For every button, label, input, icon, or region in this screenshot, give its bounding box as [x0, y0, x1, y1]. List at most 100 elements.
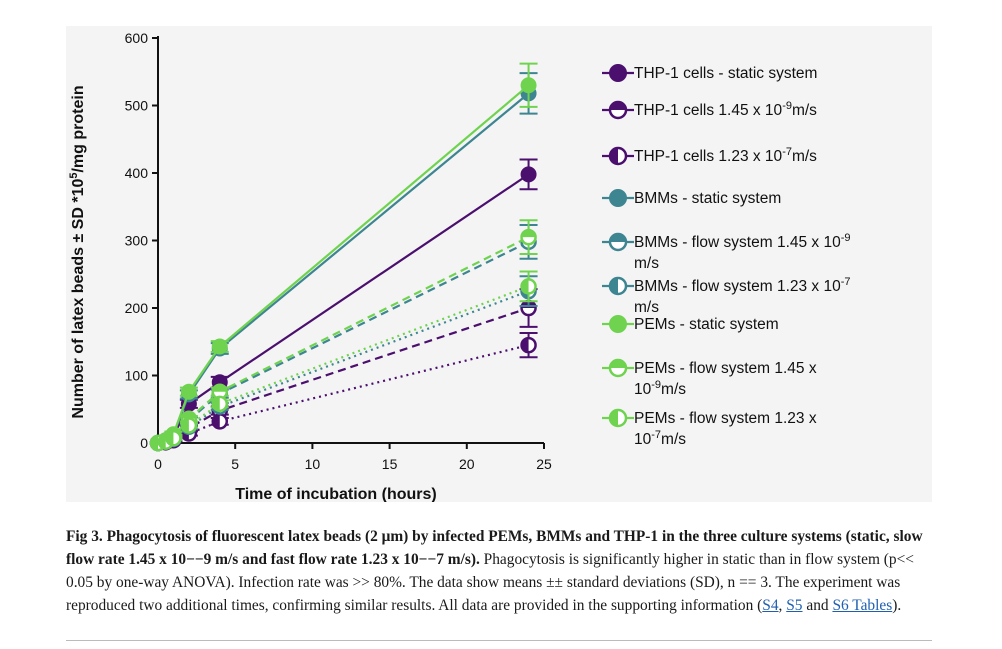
data-point — [211, 395, 229, 413]
data-point-fill — [212, 384, 227, 392]
figure-panel: 0 100 200 300 400 500 600 0 5 10 15 20 25 THP-1 cell… — [66, 26, 932, 502]
legend-label-line2: 10 — [634, 431, 652, 448]
legend-marker-fill — [610, 278, 618, 294]
legend-marker — [608, 358, 628, 378]
data-point-fill — [212, 396, 220, 411]
link-s5[interactable]: S5 — [786, 597, 803, 614]
y-tick-label: 200 — [125, 300, 149, 316]
x-axis-label: Time of incubation (hours) — [235, 486, 436, 502]
legend-marker — [609, 315, 627, 333]
series-7 — [150, 62, 538, 451]
y-axis-label-suffix: /mg protein — [70, 85, 87, 172]
legend-label: PEMs - flow system 1.45 x 10-9m/s — [634, 360, 817, 398]
legend-label-suffix: m/s — [661, 381, 686, 398]
legend-item-5: BMMs - flow system 1.45 x 10-9 m/s — [602, 232, 851, 272]
legend-item-3: THP-1 cells 1.23 x 10-7m/s — [602, 146, 817, 166]
legend-marker-fill — [610, 148, 618, 164]
series-4 — [150, 72, 538, 451]
legend-label: THP-1 cells 1.45 x 10-9m/s — [634, 100, 817, 119]
legend: THP-1 cells - static system THP-1 cells 1… — [602, 64, 851, 448]
data-point-fill — [521, 230, 536, 238]
y-tick-label: 100 — [125, 368, 149, 384]
y-axis-label-main: Number of latex beads ± SD *10 — [70, 179, 87, 419]
caption-sep-1: , — [778, 597, 787, 614]
legend-label-sup: -7 — [841, 276, 851, 288]
legend-label-line2: m/s — [634, 299, 659, 316]
legend-marker-fill — [610, 360, 626, 368]
legend-label: BMMs - flow system 1.45 x 10-9 m/s — [634, 232, 851, 272]
legend-label-main: BMMs - flow system 1.45 x 10 — [634, 234, 841, 251]
series-3 — [149, 331, 538, 452]
legend-label-line2: 10 — [634, 381, 652, 398]
series-9 — [149, 270, 538, 452]
legend-label-sup: -9 — [782, 100, 792, 112]
data-point — [211, 338, 228, 355]
legend-marker — [608, 408, 628, 428]
data-point-fill — [166, 431, 174, 446]
data-point-fill — [181, 411, 196, 419]
legend-item-2: THP-1 cells 1.45 x 10-9m/s — [602, 100, 817, 120]
x-tick-label: 25 — [536, 456, 552, 472]
legend-label: BMMs - static system — [634, 190, 781, 207]
data-point — [520, 278, 537, 295]
legend-label-sup: -7 — [782, 146, 792, 158]
legend-item-8: PEMs - flow system 1.45 x 10-9m/s — [602, 358, 817, 398]
data-point — [180, 383, 197, 400]
legend-marker — [608, 276, 628, 296]
y-tick-label: 600 — [125, 30, 149, 46]
legend-label-suffix: m/s — [661, 431, 686, 448]
legend-label-main: BMMs - flow system 1.23 x 10 — [634, 278, 841, 295]
legend-label-suffix: m/s — [792, 148, 817, 165]
legend-marker — [609, 189, 627, 207]
legend-label-sup: -9 — [651, 379, 661, 391]
caption-divider — [66, 640, 932, 641]
legend-item-1: THP-1 cells - static system — [602, 64, 817, 82]
figure-caption: Fig 3. Phagocytosis of fluorescent latex… — [66, 525, 932, 617]
legend-marker-fill — [610, 102, 626, 110]
data-point-fill — [151, 436, 158, 450]
data-point — [165, 430, 182, 447]
data-point — [520, 336, 537, 354]
legend-label-sup: -9 — [841, 232, 851, 244]
caption-sep-2: and — [802, 597, 833, 614]
legend-label-main: THP-1 cells - static system — [634, 65, 817, 82]
caption-end: ). — [892, 597, 902, 614]
legend-label-sup: -7 — [651, 429, 661, 441]
link-s6-tables[interactable]: S6 Tables — [832, 597, 893, 614]
y-tick-label: 300 — [125, 233, 149, 249]
axes: 0 100 200 300 400 500 600 0 5 10 15 20 25 — [125, 30, 552, 472]
x-tick-label: 20 — [459, 456, 475, 472]
legend-item-9: PEMs - flow system 1.23 x 10-7m/s — [602, 408, 817, 448]
y-axis-label: Number of latex beads ± SD *105/mg prote… — [68, 85, 87, 418]
data-point — [520, 77, 537, 94]
legend-label: THP-1 cells 1.23 x 10-7m/s — [634, 146, 817, 165]
data-point — [520, 166, 537, 183]
data-point-fill — [158, 434, 166, 449]
legend-label: BMMs - flow system 1.23 x 10-7 m/s — [634, 276, 851, 316]
legend-marker — [608, 232, 628, 252]
legend-label: PEMs - static system — [634, 316, 779, 333]
chart: 0 100 200 300 400 500 600 0 5 10 15 20 25 THP-1 cell… — [68, 30, 851, 502]
y-tick-label: 500 — [125, 98, 149, 114]
caption-body: Phagocytosis is significantly higher in … — [66, 551, 914, 614]
y-tick-label: 0 — [140, 435, 148, 451]
legend-label-main: PEMs - flow system 1.45 x — [634, 360, 817, 377]
legend-label-main: PEMs - static system — [634, 316, 779, 333]
x-tick-label: 0 — [154, 456, 162, 472]
legend-marker — [608, 146, 628, 166]
series-group — [149, 62, 538, 452]
data-point-fill — [212, 414, 220, 429]
y-tick-label: 400 — [125, 165, 149, 181]
legend-label-line2: m/s — [634, 255, 659, 272]
legend-label-main: PEMs - flow system 1.23 x — [634, 410, 817, 427]
data-point — [180, 417, 198, 434]
y-axis-label-sup: 5 — [68, 173, 80, 179]
legend-item-6: BMMs - flow system 1.23 x 10-7 m/s — [602, 276, 851, 316]
legend-item-7: PEMs - static system — [602, 315, 779, 333]
data-point — [211, 413, 229, 430]
legend-label-suffix: m/s — [792, 102, 817, 119]
legend-label-main: THP-1 cells 1.23 x 10 — [634, 148, 783, 165]
link-s4[interactable]: S4 — [762, 597, 779, 614]
x-tick-label: 5 — [231, 456, 239, 472]
legend-marker-fill — [610, 410, 618, 426]
